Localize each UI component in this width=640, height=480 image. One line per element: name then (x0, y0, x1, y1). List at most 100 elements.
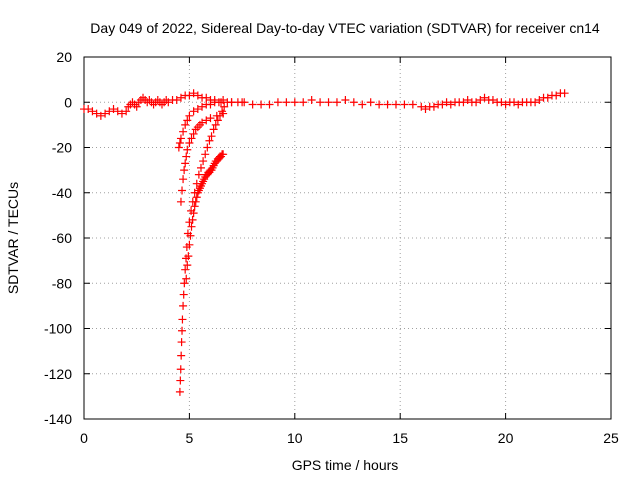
data-point (206, 100, 215, 109)
data-point (101, 109, 110, 118)
data-point (188, 215, 197, 224)
data-point (181, 265, 190, 274)
y-tick-label: -120 (44, 366, 72, 382)
data-point (463, 95, 472, 104)
data-point (176, 365, 185, 374)
data-point (185, 240, 194, 249)
data-point (497, 98, 506, 107)
data-point (186, 231, 195, 240)
data-point (189, 129, 198, 138)
data-point (257, 100, 266, 109)
data-point (181, 120, 190, 129)
data-point (442, 98, 451, 107)
data-point (194, 170, 203, 179)
data-point (207, 132, 216, 141)
data-point (201, 150, 210, 159)
data-point (531, 98, 540, 107)
data-point (183, 145, 192, 154)
data-point (185, 111, 194, 120)
data-point (184, 252, 193, 261)
grid-lines (84, 57, 611, 419)
data-point (366, 98, 375, 107)
data-point (179, 175, 188, 184)
series-spike-1 (175, 102, 229, 396)
data-point (178, 315, 187, 324)
data-point (332, 98, 341, 107)
y-tick-label: -80 (52, 275, 72, 291)
x-tick-label: 5 (186, 430, 194, 446)
data-point (176, 197, 185, 206)
y-tick-label: -100 (44, 321, 72, 337)
data-point (198, 102, 207, 111)
data-point (176, 376, 185, 385)
series-arc-2 (176, 109, 228, 206)
data-point (510, 98, 519, 107)
x-tick-label: 10 (287, 430, 303, 446)
data-point (179, 301, 188, 310)
data-point (88, 107, 97, 116)
data-point (543, 93, 552, 102)
data-point (96, 111, 105, 120)
data-point (238, 98, 247, 107)
data-point (92, 109, 101, 118)
data-point (472, 98, 481, 107)
plot-frame (83, 56, 612, 420)
series-baseline (80, 89, 569, 120)
data-point (196, 163, 205, 172)
data-point (193, 105, 202, 114)
data-point (178, 186, 187, 195)
data-point (191, 197, 200, 206)
data-point (211, 120, 220, 129)
data-point (375, 100, 384, 109)
data-point (290, 98, 299, 107)
y-tick-labels: 20 0 -20 -40 -60 -80 -100 -120 -140 (44, 49, 72, 427)
data-point (185, 91, 194, 100)
data-point (358, 100, 367, 109)
data-point (177, 351, 186, 360)
data-point (349, 98, 358, 107)
data-point (182, 152, 191, 161)
data-point (174, 143, 183, 152)
data-point (227, 98, 236, 107)
data-point (189, 89, 198, 98)
x-tick-labels: 0 5 10 15 20 25 (80, 430, 619, 446)
data-point (514, 100, 523, 109)
x-tick-label: 25 (603, 430, 619, 446)
data-point (552, 91, 561, 100)
series-arc-1 (174, 98, 247, 152)
data-point (480, 93, 489, 102)
data-point (459, 98, 468, 107)
data-point (183, 116, 192, 125)
data-point (132, 102, 141, 111)
data-point (181, 159, 190, 168)
data-point (84, 105, 93, 114)
data-point (219, 150, 228, 159)
y-axis-label: SDTVAR / TECUs (5, 182, 21, 294)
data-point (202, 116, 211, 125)
data-point (316, 98, 325, 107)
x-axis-label: GPS time / hours (292, 457, 399, 473)
data-point (218, 107, 227, 116)
data-point (217, 98, 226, 107)
y-tick-label: -40 (52, 185, 72, 201)
series-spike-2 (182, 150, 228, 283)
data-point (438, 100, 447, 109)
data-point (391, 100, 400, 109)
data-point (192, 193, 201, 202)
data-point (122, 107, 131, 116)
data-point (273, 98, 282, 107)
x-tick-label: 0 (80, 430, 88, 446)
data-point (206, 114, 215, 123)
data-point (446, 100, 455, 109)
chart-title: Day 049 of 2022, Sidereal Day-to-day VTE… (90, 20, 600, 36)
data-point (189, 107, 198, 116)
data-point (209, 125, 218, 134)
data-point (215, 111, 224, 120)
y-tick-label: -60 (52, 230, 72, 246)
data-point (190, 202, 199, 211)
data-point (203, 143, 212, 152)
data-points (80, 89, 569, 396)
data-point (535, 95, 544, 104)
data-point (307, 95, 316, 104)
data-point (429, 102, 438, 111)
